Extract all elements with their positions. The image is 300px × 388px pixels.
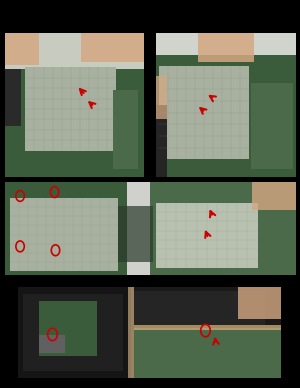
Bar xyxy=(26,68,116,151)
Bar xyxy=(134,287,280,378)
Bar xyxy=(4,69,144,177)
Bar xyxy=(156,76,167,119)
Bar xyxy=(4,69,21,126)
Bar xyxy=(251,83,293,169)
Bar xyxy=(156,203,258,268)
Bar xyxy=(159,66,250,159)
Bar xyxy=(134,324,280,330)
Bar xyxy=(134,287,280,328)
Bar xyxy=(4,33,144,177)
Bar xyxy=(4,182,296,275)
Bar xyxy=(18,287,280,378)
Bar xyxy=(23,294,123,371)
Bar xyxy=(134,291,265,326)
Bar xyxy=(150,182,296,275)
Bar xyxy=(18,287,131,378)
Bar xyxy=(10,198,118,271)
Bar xyxy=(238,287,280,319)
Bar xyxy=(156,105,167,177)
Bar xyxy=(39,334,65,353)
Bar xyxy=(156,55,296,177)
Bar xyxy=(128,287,134,378)
Bar xyxy=(113,90,138,169)
Bar xyxy=(127,182,150,275)
Bar xyxy=(39,301,97,355)
Bar xyxy=(118,206,153,262)
Bar xyxy=(198,33,254,62)
Bar xyxy=(156,33,296,177)
Bar xyxy=(81,33,144,62)
Bar xyxy=(252,182,296,210)
Bar xyxy=(4,33,39,64)
